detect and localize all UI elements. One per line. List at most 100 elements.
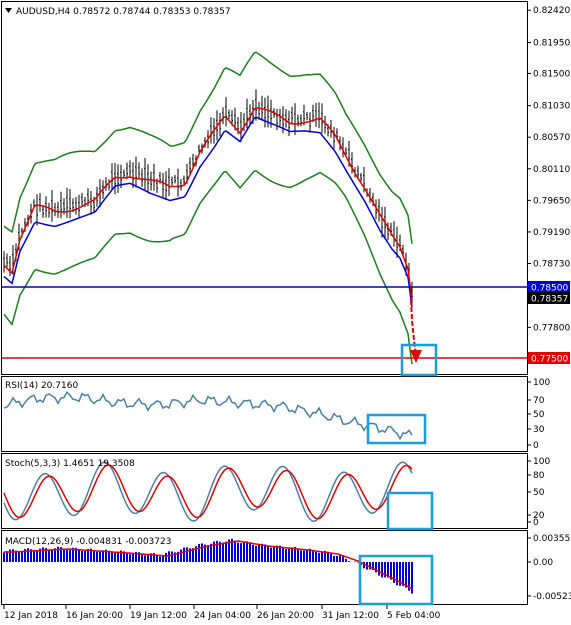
macd-histogram-bar	[276, 545, 278, 562]
macd-histogram-bar	[63, 548, 65, 562]
macd-histogram-bar	[273, 546, 275, 562]
stochastic-signal-line	[3, 464, 413, 520]
macd-histogram-bar	[6, 551, 8, 562]
macd-histogram-bar	[405, 562, 407, 588]
macd-histogram-bar	[93, 550, 95, 562]
macd-panel[interactable]	[1, 530, 528, 605]
svg-text:100: 100	[533, 378, 550, 388]
macd-histogram-bar	[51, 549, 53, 562]
macd-histogram-bar	[138, 552, 140, 562]
macd-histogram-bar	[408, 562, 410, 591]
svg-text:5 Feb 04:00: 5 Feb 04:00	[387, 611, 441, 621]
rsi-header: RSI(14) 20.7160	[5, 381, 78, 391]
svg-text:0.003553: 0.003553	[533, 534, 571, 544]
macd-histogram-bar	[54, 548, 56, 562]
macd-histogram-bar	[369, 562, 371, 570]
macd-histogram-bar	[294, 547, 296, 562]
macd-histogram-bar	[318, 552, 320, 562]
macd-histogram-bar	[177, 551, 179, 562]
bollinger-lower-line	[3, 169, 413, 365]
time-axis[interactable]: 12 Jan 2018 16 Jan 20:00 19 Jan 12:00 24…	[3, 605, 441, 621]
price-panel[interactable]	[1, 1, 528, 375]
macd-histogram-bar	[168, 551, 170, 562]
macd-histogram-box	[358, 554, 434, 606]
svg-text:50: 50	[533, 488, 545, 498]
macd-histogram-bar	[3, 552, 5, 562]
macd-histogram-bar	[18, 551, 20, 562]
price-tick-label: 0.81030	[533, 102, 570, 112]
macd-histogram-bar	[363, 562, 365, 569]
macd-histogram-bar	[309, 548, 311, 562]
macd-histogram-bar	[189, 548, 191, 562]
macd-histogram-bar	[237, 542, 239, 562]
macd-histogram-bar	[69, 549, 71, 562]
price-tick-label: 0.81950	[533, 38, 570, 48]
macd-histogram-bar	[396, 562, 398, 586]
macd-histogram-bar	[228, 539, 230, 562]
chart-dropdown-icon[interactable]	[5, 8, 12, 13]
macd-histogram-bar	[45, 548, 47, 562]
macd-histogram-bar	[198, 543, 200, 562]
macd-histogram-bar	[9, 549, 11, 562]
macd-histogram-bar	[30, 549, 32, 562]
macd-histogram-bar	[207, 545, 209, 562]
macd-histogram-bar	[159, 556, 161, 562]
macd-histogram-bar	[339, 555, 341, 562]
macd-histogram-bar	[261, 543, 263, 562]
svg-text:0.77500: 0.77500	[531, 355, 568, 365]
macd-histogram-bar	[249, 542, 251, 562]
macd-histogram-bar	[315, 552, 317, 562]
macd-histogram-bar	[225, 541, 227, 562]
macd-histogram-bar	[327, 551, 329, 562]
target-price-tag: 0.77500	[528, 352, 570, 365]
macd-histogram-bar	[87, 549, 89, 562]
macd-histogram-bar	[375, 562, 377, 573]
macd-histogram-bar	[243, 542, 245, 562]
macd-histogram-bar	[246, 541, 248, 562]
price-tick-label: 0.79190	[533, 228, 570, 238]
macd-histogram-bar	[96, 551, 98, 562]
macd-histogram-bar	[57, 546, 59, 562]
macd-histogram-bar	[129, 554, 131, 562]
macd-histogram-bar	[123, 551, 125, 562]
svg-text:31 Jan 12:00: 31 Jan 12:00	[322, 611, 379, 621]
stochastic-cross-box	[386, 491, 434, 531]
macd-histogram-bar	[108, 550, 110, 562]
macd-histogram-bar	[126, 553, 128, 562]
macd-histogram-bar	[174, 552, 176, 562]
macd-histogram-bar	[240, 543, 242, 562]
stochastic-panel[interactable]	[1, 453, 528, 529]
stochastic-header: Stoch(5,3,3) 1.4651 19.3508	[5, 459, 135, 469]
macd-histogram-bar	[216, 540, 218, 562]
macd-histogram-bar	[300, 550, 302, 562]
macd-histogram-bar	[297, 548, 299, 562]
svg-text:50: 50	[533, 410, 545, 420]
macd-histogram-bar	[135, 551, 137, 562]
svg-text:0.00: 0.00	[533, 558, 553, 568]
bollinger-upper-line	[3, 51, 413, 244]
macd-histogram-bar	[33, 550, 35, 562]
macd-histogram-bar	[150, 553, 152, 562]
macd-histogram-bar	[372, 562, 374, 570]
macd-histogram-bar	[411, 562, 413, 594]
macd-histogram-bar	[141, 554, 143, 562]
macd-histogram-bar	[384, 562, 386, 578]
macd-histogram-bar	[156, 554, 158, 562]
macd-histogram-bar	[204, 544, 206, 562]
macd-header: MACD(12,26,9) -0.004831 -0.003723	[5, 537, 171, 547]
macd-histogram-bar	[324, 550, 326, 562]
macd-histogram-bar	[144, 555, 146, 562]
svg-text:0.78357: 0.78357	[531, 295, 568, 305]
svg-text:20: 20	[533, 511, 545, 521]
rsi-oversold-box	[366, 413, 427, 445]
price-tick-label: 0.80110	[533, 165, 570, 175]
price-tick-label: 0.77800	[533, 323, 570, 333]
macd-histogram-bar	[81, 550, 83, 562]
price-series	[3, 51, 413, 365]
macd-histogram-bar	[120, 550, 122, 562]
macd-histogram-bar	[255, 545, 257, 562]
price-tick-label: 0.82420	[533, 6, 570, 16]
svg-text:12 Jan 2018: 12 Jan 2018	[4, 611, 58, 621]
macd-histogram-bar	[153, 553, 155, 562]
